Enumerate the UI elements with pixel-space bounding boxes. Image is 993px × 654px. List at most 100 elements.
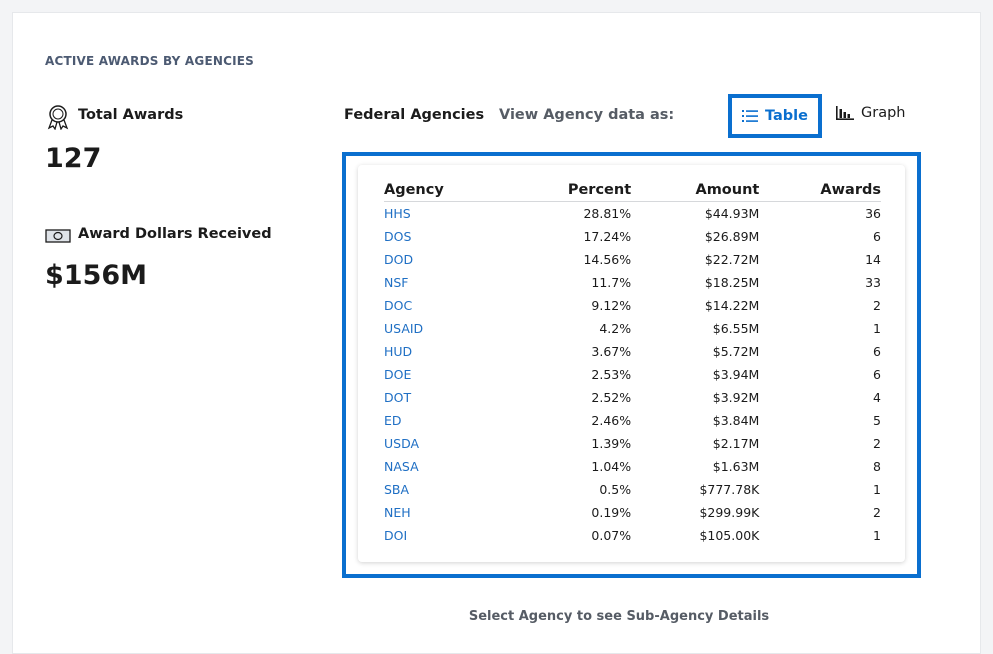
table-row: DOE 2.53% $3.94M 6 [384,363,881,386]
table-cell: 9.12% [591,298,632,313]
table-cell: 28.81% [583,206,632,221]
graph-toggle[interactable]: Graph [836,105,905,121]
table-heading: Federal Agencies [344,107,485,123]
table-cell: 1.04% [591,459,632,474]
table-row: HHS 28.81% $44.93M 36 [384,202,881,226]
table-cell: $18.25M [704,275,760,290]
stat-value: $156M [45,260,148,291]
agency-cell: NEH [384,501,504,524]
table-cell: 11.7% [591,275,632,290]
table-cell: $2.17M [712,436,760,451]
list-icon [742,110,758,122]
table-cell: 17.24% [583,229,632,244]
table-cell: $1.63M [712,459,760,474]
table-cell: 8 [873,459,881,474]
table-row: DOC 9.12% $14.22M 2 [384,294,881,317]
agency-cell: DOT [384,386,504,409]
table-row: DOT 2.52% $3.92M 4 [384,386,881,409]
agency-link[interactable]: HUD [384,344,413,359]
toggle-label: Table [765,108,808,124]
agency-link[interactable]: NSF [384,275,409,290]
table-row: ED 2.46% $3.84M 5 [384,409,881,432]
table-row: NEH 0.19% $299.99K 2 [384,501,881,524]
table-cell: 6 [873,367,881,382]
table-cell: 0.07% [591,528,632,543]
agency-cell: USDA [384,432,504,455]
agency-cell: ED [384,409,504,432]
table-cell: 5 [873,413,881,428]
agency-cell: SBA [384,478,504,501]
header-row: Agency Percent Amount Awards [384,179,881,202]
agency-link[interactable]: DOE [384,367,412,382]
table-cell: 1.39% [591,436,632,451]
toggle-label: Graph [861,105,906,121]
table-cell: 14.56% [583,252,632,267]
table-cell: $105.00K [699,528,760,543]
agency-cell: DOC [384,294,504,317]
table-cell: 36 [865,206,881,221]
table-cell: 3.67% [591,344,632,359]
table-cell: 2.46% [591,413,632,428]
agency-cell: USAID [384,317,504,340]
table-cell: 2 [873,436,881,451]
table-cell: $5.72M [712,344,760,359]
table-row: SBA 0.5% $777.78K 1 [384,478,881,501]
table-cell: $3.84M [712,413,760,428]
agency-link[interactable]: DOT [384,390,412,405]
table-row: USAID 4.2% $6.55M 1 [384,317,881,340]
agency-cell: HUD [384,340,504,363]
table-cell: 2 [873,298,881,313]
table-cell: 1 [873,321,881,336]
table-toggle[interactable]: Table [728,94,822,138]
agency-cell: DOE [384,363,504,386]
agency-cell: HHS [384,202,504,226]
table-cell: 2 [873,505,881,520]
agency-cell: NASA [384,455,504,478]
table-cell: 0.5% [599,482,632,497]
footer-note: Select Agency to see Sub-Agency Details [468,609,770,624]
view-label: View Agency data as: [499,107,675,123]
agency-cell: DOS [384,225,504,248]
agency-link[interactable]: DOI [384,528,408,543]
table-cell: 4 [873,390,881,405]
table-body: HHS 28.81% $44.93M 36 DOS 17.24% $26.89M 6 DOD 14… [384,202,881,548]
table-cell: $3.92M [712,390,760,405]
table-card: Agency Percent Amount Awards HHS 28.81% $44.9… [358,165,905,562]
table-cell: $6.55M [712,321,760,336]
table-cell: 2.53% [591,367,632,382]
table-cell: $44.93M [704,206,760,221]
table-cell: $299.99K [699,505,760,520]
table-cell: 2.52% [591,390,632,405]
table-cell: 4.2% [599,321,632,336]
agency-link[interactable]: ED [384,413,402,428]
agency-table: Agency Percent Amount Awards HHS 28.81% $44.9… [384,179,881,547]
table-cell: 14 [865,252,881,267]
table-cell: $22.72M [704,252,760,267]
column-header: Agency [384,179,505,202]
agency-link[interactable]: USDA [384,436,420,451]
agency-link[interactable]: DOC [384,298,413,313]
money-icon [45,229,71,243]
focus-outline [342,152,921,578]
section-title: ACTIVE AWARDS BY AGENCIES [45,54,255,68]
agency-cell: DOD [384,248,504,271]
agency-link[interactable]: NASA [384,459,419,474]
agency-cell: DOI [384,524,504,547]
agency-link[interactable]: DOD [384,252,414,267]
table-row: USDA 1.39% $2.17M 2 [384,432,881,455]
agency-link[interactable]: USAID [384,321,424,336]
agency-link[interactable]: HHS [384,206,411,221]
agency-link[interactable]: NEH [384,505,411,520]
column-header: Percent [504,179,632,202]
stat-value: 127 [45,143,102,174]
bar-icon [836,106,854,120]
table-row: NSF 11.7% $18.25M 33 [384,271,881,294]
stat-label: Total Awards [78,107,184,123]
agency-link[interactable]: SBA [384,482,410,497]
column-header: Amount [631,179,760,202]
table-cell: 6 [873,344,881,359]
page: {"header": {"title": "ACTIVE AWARDS BY A… [12,12,981,654]
award-icon [47,105,69,130]
agency-link[interactable]: DOS [384,229,412,244]
table-row: DOS 17.24% $26.89M 6 [384,225,881,248]
